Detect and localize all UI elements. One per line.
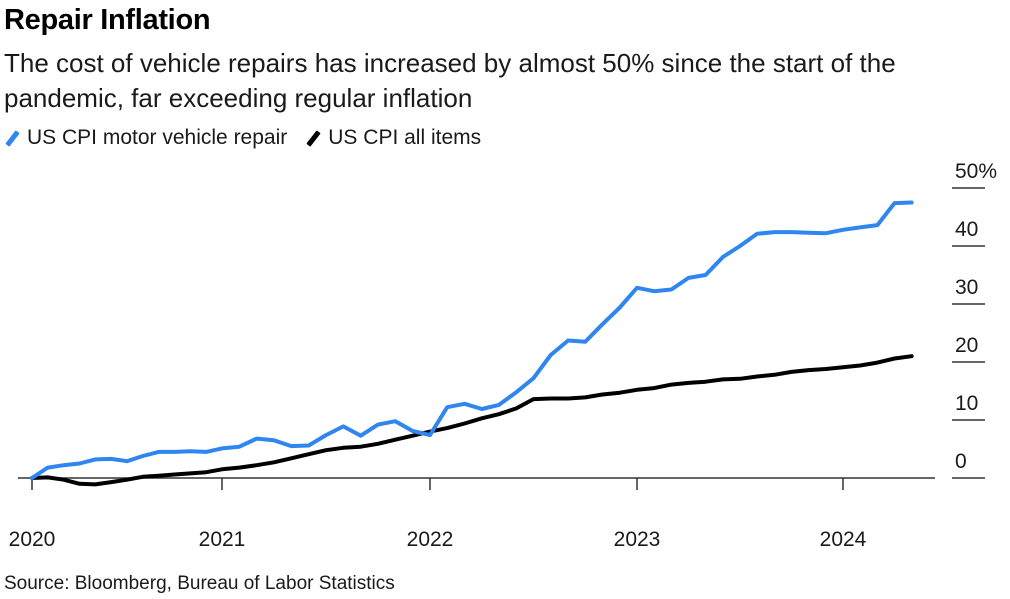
source-note: Source: Bloomberg, Bureau of Labor Stati… <box>4 573 395 594</box>
series-line-repair <box>30 200 914 480</box>
chart-legend: US CPI motor vehicle repair US CPI all i… <box>5 126 501 150</box>
x-tick-label: 2020 <box>9 528 56 551</box>
y-tick-label: 10 <box>955 392 978 415</box>
y-tick-label: 30 <box>955 276 978 299</box>
chart-subtitle: The cost of vehicle repairs has increase… <box>4 48 896 113</box>
legend-item-all-items: US CPI all items <box>306 126 482 150</box>
legend-label-repair: US CPI motor vehicle repair <box>27 126 288 149</box>
series-line-all-items <box>30 354 914 487</box>
y-tick-label: 20 <box>955 334 978 357</box>
chart-title: Repair Inflation <box>4 4 211 36</box>
x-tick-label: 2022 <box>407 528 454 551</box>
y-tick-label: 0 <box>955 450 967 473</box>
y-tick-label: 40 <box>955 218 978 241</box>
x-tick-label: 2023 <box>614 528 661 551</box>
legend-item-repair: US CPI motor vehicle repair <box>5 126 288 150</box>
x-tick-label: 2021 <box>199 528 246 551</box>
legend-label-all-items: US CPI all items <box>328 126 482 149</box>
y-tick-label: 50% <box>955 160 997 183</box>
x-tick-label: 2024 <box>820 528 867 551</box>
